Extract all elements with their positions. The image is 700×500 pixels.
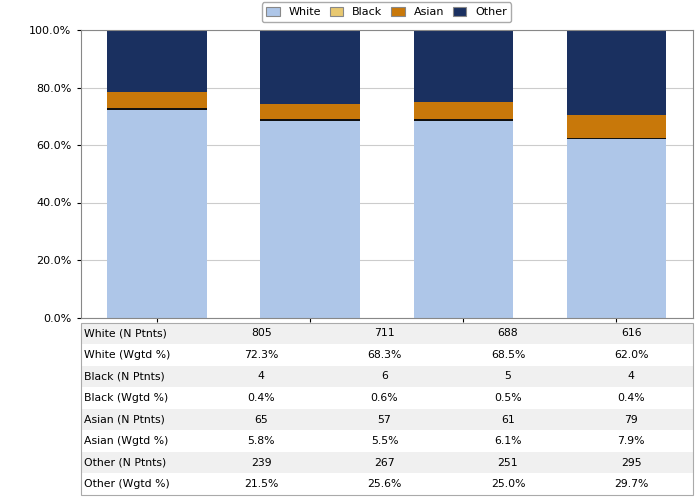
- Bar: [107, 92, 206, 108]
- Text: 7.9%: 7.9%: [617, 436, 645, 446]
- Text: Black (N Ptnts): Black (N Ptnts): [84, 372, 164, 382]
- Text: 57: 57: [378, 414, 391, 424]
- Text: 62.0%: 62.0%: [614, 350, 649, 360]
- Text: 0.6%: 0.6%: [371, 393, 398, 403]
- Text: Other (N Ptnts): Other (N Ptnts): [84, 458, 167, 468]
- Text: Black (Wgtd %): Black (Wgtd %): [84, 393, 168, 403]
- Bar: [414, 102, 513, 119]
- Text: Asian (N Ptnts): Asian (N Ptnts): [84, 414, 165, 424]
- Bar: [260, 30, 360, 104]
- Text: 6.1%: 6.1%: [494, 436, 522, 446]
- Text: 21.5%: 21.5%: [244, 479, 279, 489]
- Text: White (N Ptnts): White (N Ptnts): [84, 328, 167, 338]
- Text: 29.7%: 29.7%: [614, 479, 648, 489]
- Text: 295: 295: [621, 458, 642, 468]
- Bar: [567, 30, 666, 116]
- Text: 0.5%: 0.5%: [494, 393, 522, 403]
- Bar: [260, 120, 360, 121]
- Text: 0.4%: 0.4%: [247, 393, 275, 403]
- Legend: White, Black, Asian, Other: White, Black, Asian, Other: [262, 2, 512, 22]
- Text: 616: 616: [621, 328, 642, 338]
- Text: Other (Wgtd %): Other (Wgtd %): [84, 479, 169, 489]
- Text: 5.5%: 5.5%: [371, 436, 398, 446]
- Text: 25.6%: 25.6%: [368, 479, 402, 489]
- Text: 5.8%: 5.8%: [247, 436, 275, 446]
- Text: 267: 267: [374, 458, 395, 468]
- Bar: [107, 108, 206, 110]
- Text: 65: 65: [254, 414, 268, 424]
- Bar: [260, 121, 360, 318]
- Text: 688: 688: [498, 328, 518, 338]
- Text: 5: 5: [505, 372, 512, 382]
- Text: 239: 239: [251, 458, 272, 468]
- Text: 711: 711: [374, 328, 395, 338]
- Text: 251: 251: [498, 458, 518, 468]
- Text: 25.0%: 25.0%: [491, 479, 525, 489]
- Text: 72.3%: 72.3%: [244, 350, 279, 360]
- Bar: [414, 119, 513, 120]
- Text: White (Wgtd %): White (Wgtd %): [84, 350, 170, 360]
- Text: 805: 805: [251, 328, 272, 338]
- Text: 68.3%: 68.3%: [368, 350, 402, 360]
- Text: 6: 6: [381, 372, 388, 382]
- Bar: [567, 138, 666, 139]
- Text: 68.5%: 68.5%: [491, 350, 525, 360]
- Text: 79: 79: [624, 414, 638, 424]
- Text: Asian (Wgtd %): Asian (Wgtd %): [84, 436, 169, 446]
- Bar: [107, 110, 206, 318]
- Text: 61: 61: [501, 414, 514, 424]
- Text: 4: 4: [258, 372, 265, 382]
- Bar: [414, 30, 513, 102]
- Bar: [107, 30, 206, 92]
- Text: 0.4%: 0.4%: [617, 393, 645, 403]
- Bar: [414, 120, 513, 318]
- Bar: [260, 104, 360, 120]
- Text: 4: 4: [628, 372, 635, 382]
- Bar: [567, 116, 666, 138]
- Bar: [567, 139, 666, 318]
